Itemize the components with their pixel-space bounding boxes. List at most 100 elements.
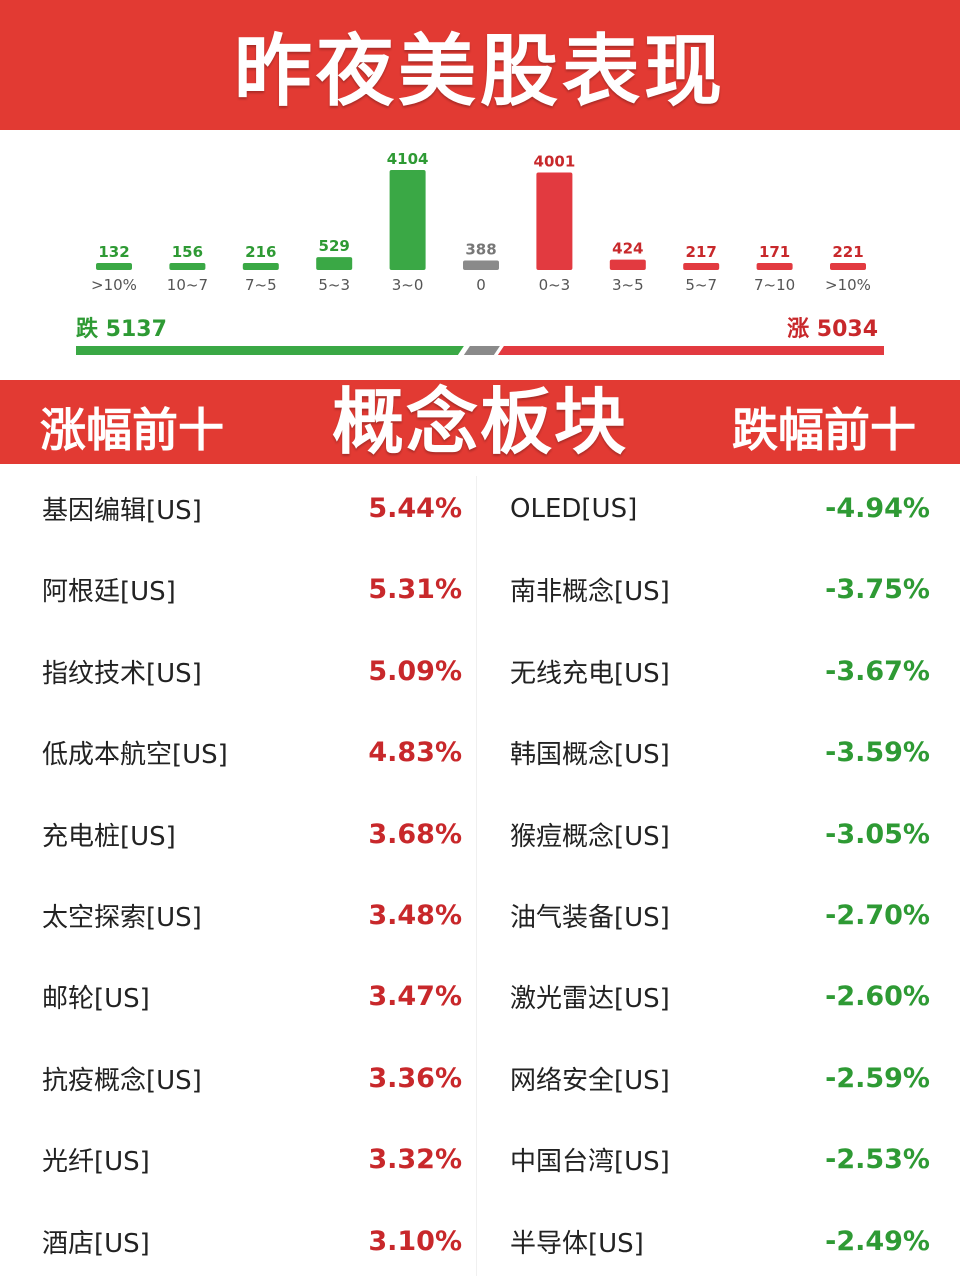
bar-6 (536, 172, 573, 270)
loser-row: OLED[US] -4.94% (488, 468, 948, 549)
category-label-2: 7~5 (245, 276, 277, 294)
column-divider (476, 476, 477, 1276)
bar-value-label-1: 156 (172, 243, 203, 261)
bar-value-label-5: 388 (465, 241, 496, 259)
category-label-6: 0~3 (539, 276, 571, 294)
gainer-row: 酒店[US] 3.10% (20, 1201, 480, 1282)
category-label-3: 5~3 (318, 276, 350, 294)
gainer-pct: 3.48% (368, 900, 462, 931)
category-label-7: 3~5 (612, 276, 644, 294)
loser-name: 油气装备[US] (510, 903, 670, 933)
gainer-name: 指纹技术[US] (42, 658, 202, 689)
loser-name: 韩国概念[US] (510, 740, 670, 771)
flat-ratio-bar (463, 346, 500, 355)
bar-value-label-6: 4001 (534, 153, 576, 171)
loser-pct: -3.05% (825, 818, 930, 850)
bar-value-label-8: 217 (686, 243, 717, 261)
loser-pct: -2.70% (825, 900, 930, 931)
gainer-row: 光纤[US] 3.32% (20, 1119, 480, 1200)
gainer-pct: 3.68% (368, 818, 462, 850)
gainer-row: 太空探索[US] 3.48% (20, 875, 480, 956)
category-label-9: 7~10 (754, 276, 795, 294)
gainer-pct: 3.47% (368, 981, 462, 1013)
up-count-label: 涨 5034 (787, 317, 878, 342)
gainer-pct: 5.44% (368, 493, 462, 524)
loser-pct: -3.75% (825, 574, 930, 606)
bar-0 (96, 263, 132, 270)
gainer-row: 基因编辑[US] 5.44% (20, 468, 480, 549)
gainer-pct: 5.31% (368, 574, 462, 606)
gainer-pct: 5.09% (368, 655, 462, 687)
losers-title: 跌幅前十 (732, 403, 916, 457)
bar-value-label-0: 132 (98, 243, 129, 261)
category-label-4: 3~0 (392, 276, 424, 294)
loser-pct: -3.67% (825, 655, 930, 687)
category-label-8: 5~7 (685, 276, 717, 294)
section-banner: 涨幅前十 概念板块 跌幅前十 (0, 380, 960, 464)
header-banner: 昨夜美股表现 (0, 0, 960, 130)
loser-name: 南非概念[US] (510, 577, 670, 608)
category-label-5: 0 (476, 276, 486, 294)
gainer-name: 酒店[US] (42, 1228, 150, 1259)
section-title: 概念板块 (331, 380, 628, 464)
loser-pct: -2.49% (825, 1225, 930, 1257)
gainer-name: 阿根廷[US] (42, 577, 176, 608)
gainer-row: 充电桩[US] 3.68% (20, 794, 480, 875)
bar-1 (169, 263, 206, 270)
loser-row: 激光雷达[US] -2.60% (488, 956, 948, 1037)
bar-value-label-4: 4104 (387, 150, 429, 168)
loser-pct: -2.53% (825, 1144, 930, 1176)
loser-name: OLED[US] (510, 493, 638, 524)
loser-row: 油气装备[US] -2.70% (488, 875, 948, 956)
loser-row: 无线充电[US] -3.67% (488, 631, 948, 712)
bar-9 (756, 263, 793, 270)
loser-pct: -3.59% (825, 737, 930, 769)
loser-name: 无线充电[US] (510, 658, 670, 689)
gainer-pct: 4.83% (368, 737, 462, 769)
up-ratio-bar (497, 346, 884, 355)
gainer-row: 低成本航空[US] 4.83% (20, 712, 480, 793)
gainer-name: 邮轮[US] (42, 984, 150, 1015)
distribution-chart: 132 >10% 156 10~7 216 7~5 529 5~3 4104 3~0 388 0 400… (40, 130, 920, 378)
bar-10 (830, 263, 866, 270)
distribution-chart-svg: 132 >10% 156 10~7 216 7~5 529 5~3 4104 3~0 388 0 400… (76, 150, 884, 355)
down-ratio-bar (76, 346, 464, 355)
loser-row: 南非概念[US] -3.75% (488, 549, 948, 630)
loser-row: 网络安全[US] -2.59% (488, 1038, 948, 1119)
bar-2 (242, 263, 279, 270)
category-label-0: >10% (91, 276, 137, 294)
page-title: 昨夜美股表现 (233, 27, 726, 117)
gainer-name: 基因编辑[US] (42, 496, 202, 526)
gainer-row: 邮轮[US] 3.47% (20, 956, 480, 1037)
bar-value-label-10: 221 (832, 243, 863, 261)
bar-value-label-7: 424 (612, 240, 643, 258)
gainers-title: 涨幅前十 (40, 403, 224, 457)
loser-pct: -2.60% (825, 981, 930, 1013)
loser-pct: -2.59% (825, 1062, 930, 1094)
gainer-name: 太空探索[US] (42, 903, 202, 933)
bar-3 (316, 257, 353, 270)
loser-name: 网络安全[US] (510, 1065, 670, 1096)
down-count-label: 跌 5137 (76, 317, 167, 342)
loser-name: 半导体[US] (510, 1228, 644, 1259)
gainer-name: 抗疫概念[US] (42, 1065, 202, 1096)
loser-row: 中国台湾[US] -2.53% (488, 1119, 948, 1200)
gainer-name: 低成本航空[US] (42, 740, 228, 771)
category-label-10: >10% (825, 276, 871, 294)
gainer-row: 指纹技术[US] 5.09% (20, 631, 480, 712)
gainer-name: 充电桩[US] (42, 821, 176, 852)
gainer-pct: 3.36% (368, 1062, 462, 1094)
bar-7 (609, 259, 646, 270)
losers-list: OLED[US] -4.94% 南非概念[US] -3.75% 无线充电[US] -3.6… (488, 468, 948, 1284)
category-label-1: 10~7 (167, 276, 208, 294)
bar-5 (463, 260, 499, 270)
loser-pct: -4.94% (825, 493, 930, 524)
gainer-name: 光纤[US] (42, 1147, 150, 1178)
gainer-pct: 3.32% (368, 1144, 462, 1176)
loser-row: 猴痘概念[US] -3.05% (488, 794, 948, 875)
bar-4 (389, 170, 426, 270)
gainer-row: 阿根廷[US] 5.31% (20, 549, 480, 630)
loser-name: 激光雷达[US] (510, 984, 670, 1015)
bar-value-label-9: 171 (759, 243, 790, 261)
loser-row: 半导体[US] -2.49% (488, 1201, 948, 1282)
